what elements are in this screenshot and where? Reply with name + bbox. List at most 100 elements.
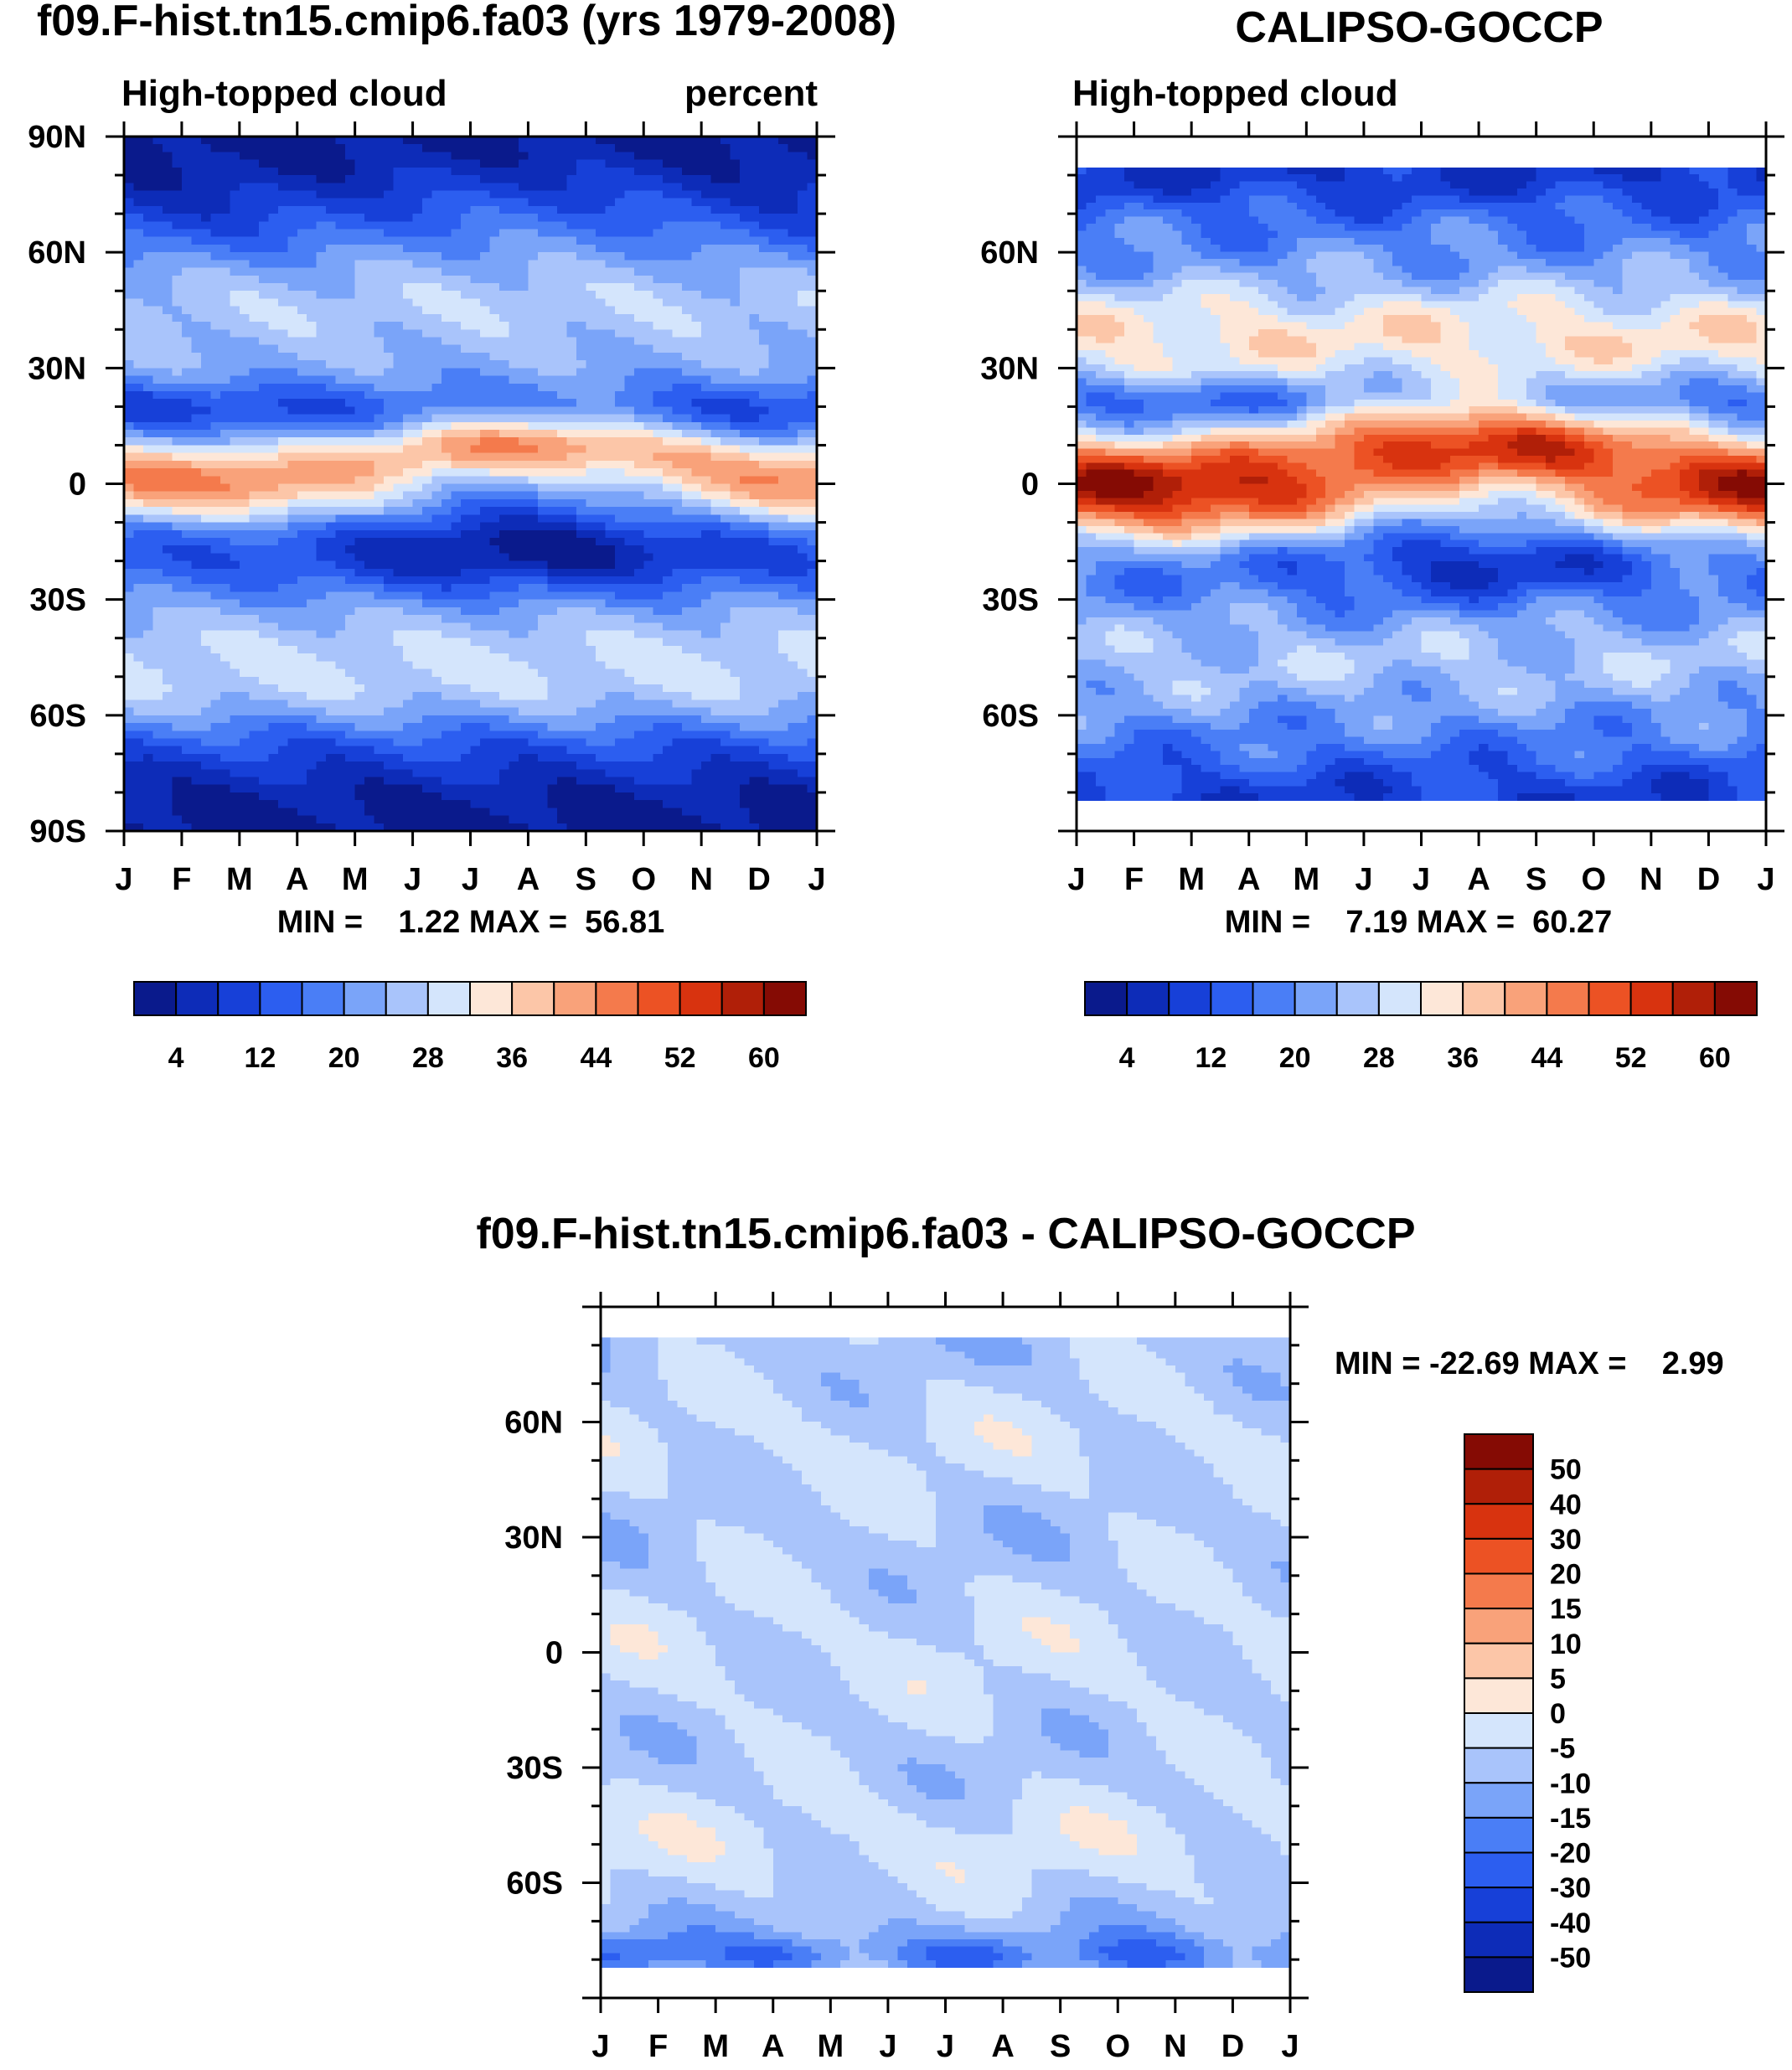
heatmap-cell [740, 638, 751, 647]
heatmap-cell [807, 313, 818, 323]
heatmap-cell [354, 236, 365, 245]
heatmap-cell [663, 615, 674, 623]
heatmap-cell [682, 229, 693, 238]
heatmap-cell [605, 221, 616, 230]
heatmap-cell [219, 183, 230, 192]
heatmap-cell [412, 476, 423, 485]
heatmap-cell [740, 483, 751, 493]
heatmap-cell [498, 283, 510, 292]
heatmap-cell [384, 498, 395, 508]
heatmap-cell [489, 175, 500, 183]
heatmap-cell [586, 576, 596, 585]
heatmap-cell [720, 638, 731, 647]
heatmap-cell [576, 568, 586, 577]
heatmap-cell [576, 468, 586, 477]
heatmap-cell [537, 399, 548, 407]
heatmap-cell [374, 529, 385, 539]
heatmap-cell [239, 638, 250, 647]
heatmap-cell [605, 653, 616, 662]
heatmap-cell [316, 252, 327, 261]
heatmap-cell [595, 298, 606, 307]
heatmap-cell [759, 553, 770, 562]
heatmap-cell [297, 584, 307, 593]
heatmap-cell [268, 437, 279, 447]
heatmap-cell [633, 630, 644, 639]
heatmap-cell [740, 175, 751, 183]
heatmap-cell [219, 159, 230, 168]
heatmap-cell [384, 599, 395, 608]
heatmap-cell [191, 514, 202, 524]
heatmap-cell [653, 599, 664, 608]
heatmap-cell [210, 236, 221, 245]
heatmap-cell [307, 430, 318, 438]
heatmap-cell [470, 445, 481, 454]
heatmap-cell [624, 306, 635, 315]
heatmap-cell [740, 183, 751, 192]
heatmap-cell [518, 607, 529, 616]
heatmap-cell [778, 661, 789, 670]
heatmap-cell [345, 375, 356, 385]
heatmap-cell [162, 421, 173, 431]
heatmap-cell [297, 437, 307, 447]
heatmap-cell [403, 430, 414, 438]
heatmap-cell [537, 375, 548, 385]
heatmap-cell [788, 421, 798, 431]
heatmap-cell [133, 476, 144, 485]
heatmap-cell [788, 198, 798, 207]
heatmap-cell [191, 221, 202, 230]
heatmap-cell [219, 522, 230, 531]
heatmap-cell [489, 553, 500, 562]
heatmap-cell [586, 329, 596, 338]
heatmap-cell [142, 183, 154, 192]
heatmap-cell [518, 661, 529, 670]
heatmap-cell [451, 352, 462, 361]
heatmap-cell [586, 522, 596, 531]
heatmap-cell [653, 375, 664, 385]
heatmap-cell [470, 260, 481, 269]
heatmap-cell [181, 252, 193, 261]
heatmap-cell [268, 498, 279, 508]
heatmap-cell [691, 576, 702, 585]
heatmap-cell [461, 313, 472, 323]
heatmap-cell [768, 375, 779, 385]
heatmap-cell [307, 214, 318, 222]
heatmap-cell [653, 329, 664, 338]
heatmap-cell [412, 437, 423, 447]
heatmap-cell [798, 661, 808, 670]
heatmap-cell [219, 352, 230, 361]
heatmap-cell [249, 498, 260, 508]
heatmap-cell [633, 560, 644, 570]
heatmap-cell [537, 167, 548, 176]
heatmap-cell [249, 137, 260, 145]
heatmap-cell [470, 553, 481, 562]
heatmap-cell [124, 198, 135, 207]
heatmap-cell [672, 522, 683, 531]
heatmap-cell [663, 375, 674, 385]
heatmap-cell [556, 514, 567, 524]
heatmap-cell [307, 221, 318, 230]
heatmap-cell [586, 452, 596, 462]
heatmap-cell [489, 298, 500, 307]
heatmap-cell [614, 275, 625, 284]
heatmap-cell [442, 638, 452, 647]
heatmap-cell [162, 267, 173, 276]
heatmap-cell [393, 491, 404, 500]
heatmap-cell [191, 313, 202, 323]
heatmap-cell [768, 537, 779, 546]
heatmap-cell [768, 267, 779, 276]
heatmap-cell [470, 599, 481, 608]
heatmap-cell [191, 414, 202, 423]
heatmap-cell [720, 545, 731, 554]
heatmap-cell [200, 522, 211, 531]
heatmap-cell [566, 653, 577, 662]
heatmap-cell [537, 205, 548, 214]
heatmap-cell [431, 553, 442, 562]
heatmap-cell [287, 430, 298, 438]
heatmap-cell [422, 221, 433, 230]
heatmap-cell [219, 607, 230, 616]
heatmap-cell [605, 275, 616, 284]
heatmap-cell [316, 645, 327, 654]
heatmap-cell [364, 399, 375, 407]
heatmap-cell [133, 522, 144, 531]
heatmap-cell [663, 175, 674, 183]
